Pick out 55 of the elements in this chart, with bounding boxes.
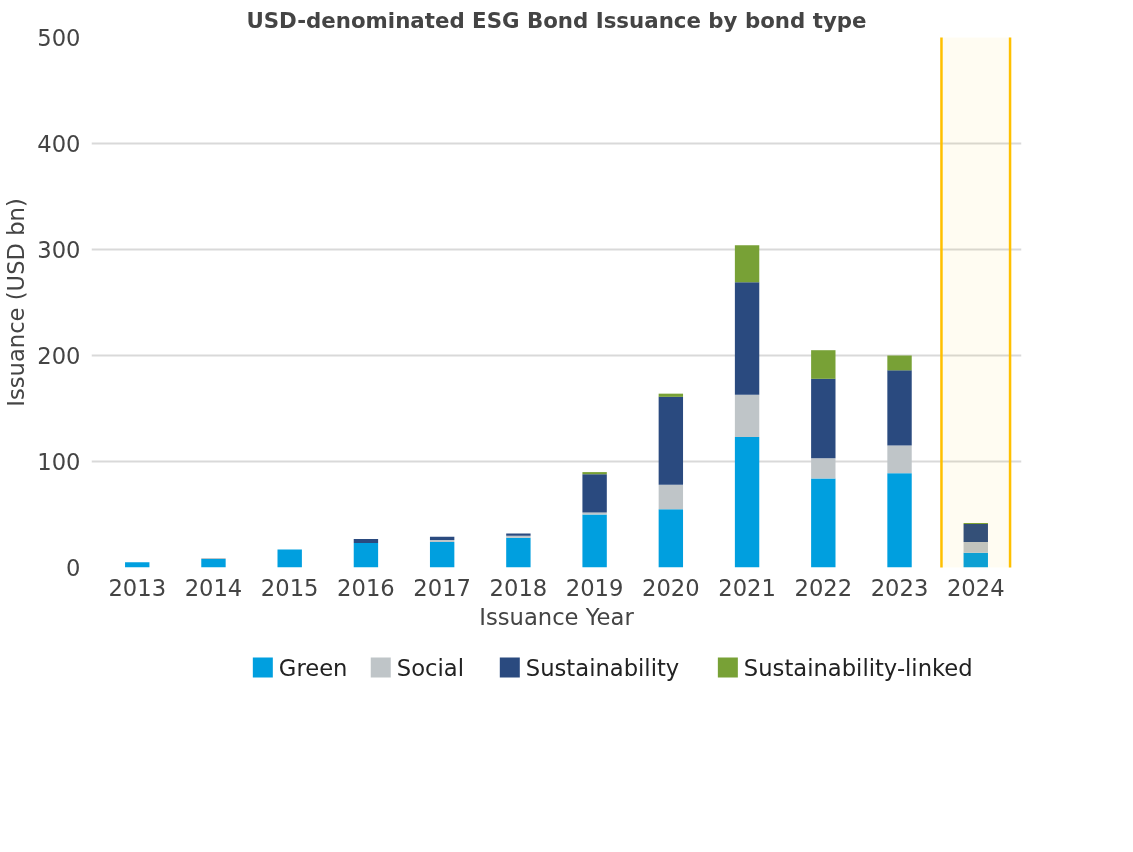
bar bbox=[201, 559, 226, 568]
bar bbox=[353, 538, 379, 544]
bar bbox=[277, 549, 302, 568]
bar bbox=[582, 514, 607, 568]
x-tick-label: 2014 bbox=[184, 574, 243, 601]
legend-label: Social bbox=[396, 654, 464, 681]
bar bbox=[887, 445, 912, 474]
chart-title: USD-denominated ESG Bond Issuance by bond type bbox=[246, 7, 867, 33]
y-tick-label: 300 bbox=[37, 237, 81, 263]
bar bbox=[125, 562, 150, 568]
y-axis-title: Issuance (USD bn) bbox=[3, 198, 30, 407]
bar bbox=[811, 350, 836, 379]
y-tick-label: 400 bbox=[37, 131, 81, 157]
bar bbox=[658, 396, 684, 485]
x-tick-label: 2019 bbox=[565, 574, 624, 601]
x-tick-label: 2018 bbox=[489, 574, 548, 601]
bar bbox=[658, 393, 684, 397]
legend-label: Green bbox=[278, 654, 348, 681]
legend-label: Sustainability bbox=[525, 654, 680, 681]
y-tick-label: 500 bbox=[37, 25, 81, 51]
x-tick-label: 2016 bbox=[337, 574, 395, 601]
x-tick-label: 2024 bbox=[946, 574, 1005, 601]
y-tick-label: 200 bbox=[37, 343, 81, 369]
legend-label: Sustainability-linked bbox=[743, 654, 973, 681]
y-tick-label: 0 bbox=[66, 555, 81, 581]
x-tick-label: 2017 bbox=[413, 574, 471, 601]
x-axis-title: Issuance Year bbox=[479, 603, 635, 630]
bar bbox=[582, 474, 607, 513]
bar bbox=[811, 478, 836, 568]
y-tick-label: 100 bbox=[37, 449, 81, 475]
bar bbox=[734, 394, 760, 438]
x-tick-label: 2020 bbox=[642, 574, 700, 601]
bar bbox=[963, 542, 988, 553]
bar bbox=[658, 484, 684, 510]
bar bbox=[582, 512, 607, 515]
x-tick-label: 2023 bbox=[870, 574, 929, 601]
bar bbox=[734, 245, 760, 283]
x-tick-label: 2013 bbox=[108, 574, 167, 601]
bar bbox=[582, 472, 607, 475]
bar bbox=[887, 355, 912, 371]
bar bbox=[353, 543, 379, 568]
x-tick-label: 2021 bbox=[718, 574, 776, 601]
x-tick-label: 2022 bbox=[794, 574, 853, 601]
bar bbox=[506, 537, 531, 568]
bar bbox=[963, 524, 988, 543]
bar bbox=[658, 509, 684, 568]
bar bbox=[734, 437, 760, 568]
bar bbox=[963, 552, 988, 568]
bar bbox=[887, 370, 912, 446]
bar bbox=[811, 458, 836, 479]
bar bbox=[887, 473, 912, 568]
bar bbox=[429, 542, 455, 568]
bar bbox=[734, 282, 760, 395]
x-tick-label: 2015 bbox=[260, 574, 319, 601]
bar bbox=[811, 378, 836, 459]
